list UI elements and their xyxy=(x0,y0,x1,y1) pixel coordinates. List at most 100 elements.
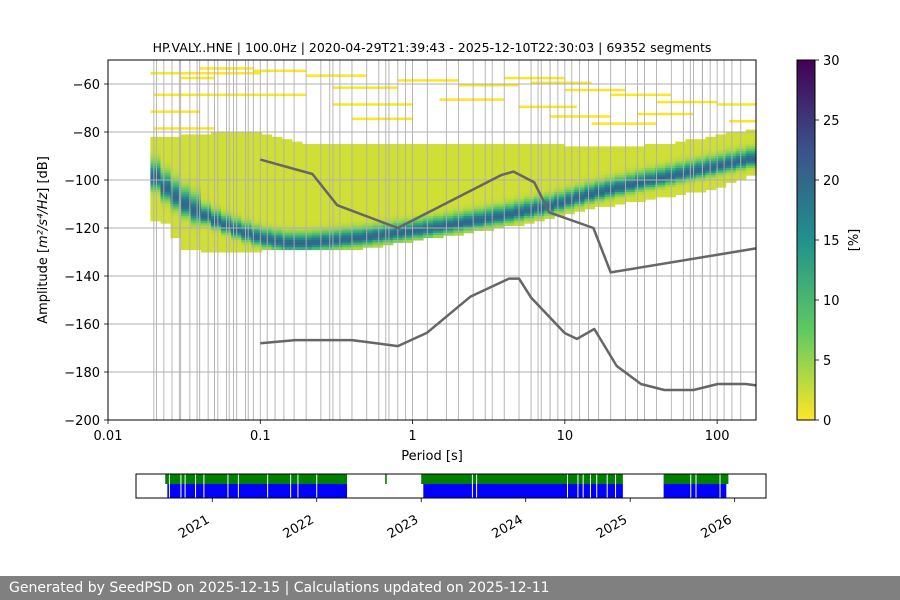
heatmap-cell xyxy=(170,184,182,188)
heatmap-cell xyxy=(463,216,474,219)
heatmap-cell xyxy=(372,204,384,207)
heatmap-cell xyxy=(594,192,606,195)
heatmap-cell xyxy=(362,144,374,147)
heatmap-cell xyxy=(352,165,363,169)
heatmap-cell xyxy=(332,240,343,243)
heatmap-cell xyxy=(190,230,202,234)
heatmap-column xyxy=(271,136,283,251)
plot-grid xyxy=(107,60,756,421)
heatmap-cell xyxy=(655,189,666,193)
heatmap-cell xyxy=(251,240,263,243)
heatmap-cell xyxy=(251,201,263,205)
heatmap-cell xyxy=(241,189,252,193)
heatmap-cell xyxy=(200,175,212,179)
heatmap-cell xyxy=(352,240,363,243)
heatmap-cell xyxy=(190,165,202,169)
heatmap-cell xyxy=(645,168,656,171)
heatmap-cell xyxy=(402,160,414,164)
heatmap-cell xyxy=(402,182,414,186)
heatmap-cell xyxy=(271,153,283,157)
heatmap-cell xyxy=(402,201,414,205)
heatmap-cell xyxy=(301,172,313,176)
heatmap-cell xyxy=(422,201,434,205)
heatmap-cell xyxy=(352,196,363,200)
heatmap-cell xyxy=(180,242,192,246)
heatmap-cell xyxy=(241,208,252,212)
heatmap-cell xyxy=(382,165,394,169)
heatmap-column xyxy=(675,141,686,195)
heatmap-cell xyxy=(241,134,252,138)
heatmap-cell xyxy=(503,156,515,159)
heatmap-cell xyxy=(493,177,505,181)
heatmap-cell xyxy=(332,163,343,167)
heatmap-cell xyxy=(665,184,676,188)
heatmap-cell xyxy=(311,187,323,191)
heatmap-cell xyxy=(332,158,343,162)
heatmap-column xyxy=(443,144,454,236)
heatmap-cell xyxy=(382,175,394,179)
heatmap-cell xyxy=(594,151,606,155)
heatmap-cell xyxy=(271,228,283,231)
heatmap-cell xyxy=(493,196,505,200)
heatmap-cell xyxy=(170,213,182,217)
heatmap-cell xyxy=(675,148,686,152)
heatmap-cell xyxy=(745,144,757,147)
heatmap-cell xyxy=(564,170,575,174)
heatmap-cell xyxy=(180,194,192,198)
heatmap-cell xyxy=(523,160,535,164)
heatmap-cell xyxy=(745,160,757,164)
heatmap-cell xyxy=(473,213,485,217)
heatmap-cell xyxy=(645,163,656,167)
heatmap-cell xyxy=(251,160,263,164)
heatmap-cell xyxy=(443,146,454,150)
heatmap-cell xyxy=(352,180,363,183)
heatmap-cell xyxy=(170,204,182,207)
heatmap-cell xyxy=(190,168,202,171)
heatmap-cell xyxy=(211,242,222,246)
heatmap-cell xyxy=(594,187,606,191)
heatmap-cell xyxy=(180,134,192,138)
heatmap-cell xyxy=(291,165,303,169)
heatmap-cell xyxy=(291,158,303,162)
heatmap-cell xyxy=(523,208,535,212)
heatmap-cell xyxy=(180,187,192,191)
y-axis-label: Amplitude [m²/s⁴/Hz] [dB] xyxy=(36,156,51,324)
heatmap-cell xyxy=(634,194,646,198)
heatmap-cell xyxy=(211,199,222,203)
heatmap-cell xyxy=(493,153,505,157)
heatmap-cell xyxy=(402,165,414,169)
heatmap-cell xyxy=(745,165,757,169)
heatmap-cell xyxy=(382,187,394,191)
heatmap-cell xyxy=(211,170,222,174)
heatmap-cell xyxy=(372,196,384,200)
heatmap-cell xyxy=(342,235,353,239)
heatmap-cell xyxy=(382,153,394,157)
heatmap-cell xyxy=(190,134,202,138)
heatmap-cell xyxy=(281,247,293,251)
heatmap-cell xyxy=(150,160,162,164)
heatmap-cell xyxy=(200,136,212,140)
x-tick-label: 100 xyxy=(705,429,730,444)
heatmap-cell xyxy=(422,170,434,174)
heatmap-cell xyxy=(655,165,666,169)
heatmap-cell xyxy=(665,192,676,195)
heatmap-cell xyxy=(443,223,454,227)
heatmap-cell xyxy=(483,204,495,207)
heatmap-cell xyxy=(291,187,303,191)
heatmap-cell xyxy=(190,177,202,181)
heatmap-cell xyxy=(352,168,363,171)
heatmap-cell xyxy=(412,151,424,155)
heatmap-cell xyxy=(180,158,192,162)
heatmap-cell xyxy=(433,232,444,236)
heatmap-cell xyxy=(725,153,737,157)
heatmap-cell xyxy=(342,177,353,181)
outlier-row xyxy=(729,120,756,123)
heatmap-cell xyxy=(594,165,606,169)
heatmap-column xyxy=(433,144,444,239)
heatmap-cell xyxy=(291,225,303,229)
heatmap-cell xyxy=(634,158,646,162)
heatmap-cell xyxy=(291,218,303,222)
heatmap-cell xyxy=(362,204,374,207)
heatmap-cell xyxy=(372,242,384,246)
heatmap-column xyxy=(150,136,162,222)
